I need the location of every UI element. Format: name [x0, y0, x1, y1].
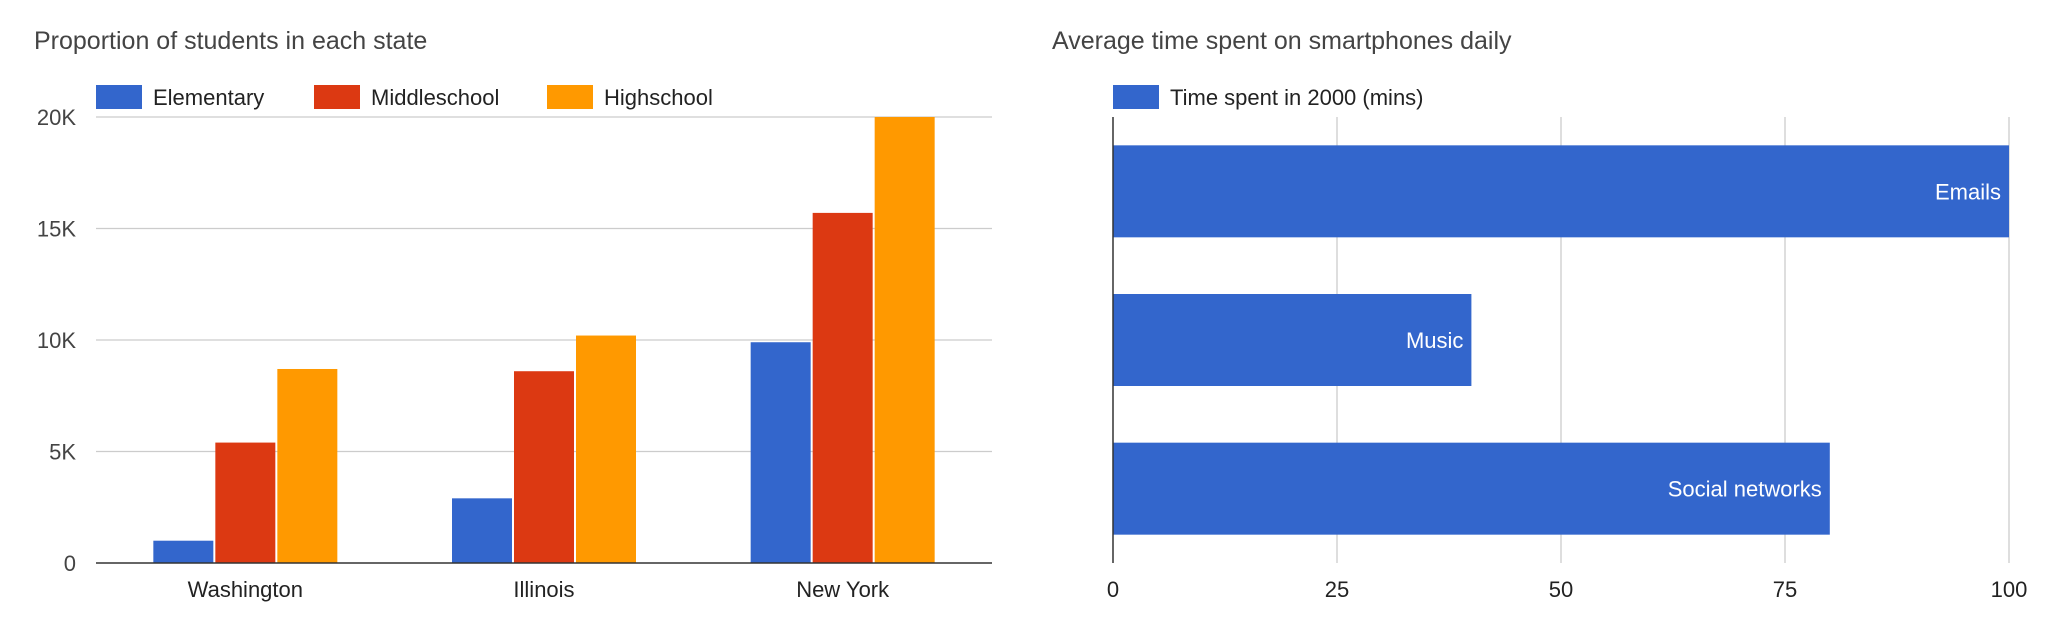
- legend-swatch-2: [547, 85, 593, 109]
- x-tick-label: 75: [1773, 577, 1797, 602]
- y-tick-label: 5K: [49, 440, 76, 465]
- bar-elementary-illinois: [452, 498, 512, 563]
- y-tick-label: 0: [64, 551, 76, 576]
- bar-middleschool-new-york: [812, 212, 873, 563]
- x-category-label: Washington: [188, 577, 303, 602]
- x-tick-label: 50: [1549, 577, 1573, 602]
- legend-swatch-1: [314, 85, 360, 109]
- chart-title: Proportion of students in each state: [34, 27, 427, 55]
- legend-label-2: Highschool: [604, 85, 713, 110]
- legend-label-1: Middleschool: [371, 85, 499, 110]
- x-tick-label: 0: [1107, 577, 1119, 602]
- bar-music: [1113, 294, 1472, 386]
- legend-label-0: Elementary: [153, 85, 264, 110]
- bar-elementary-washington: [153, 540, 214, 563]
- bar-label: Social networks: [1668, 477, 1822, 502]
- bar-elementary-new-york: [750, 342, 811, 563]
- bar-social-networks: [1113, 442, 1830, 535]
- bar-highschool-illinois: [576, 335, 636, 563]
- bar-emails: [1113, 145, 2009, 238]
- bar-middleschool-illinois: [514, 371, 574, 563]
- y-tick-label: 20K: [37, 105, 76, 130]
- x-category-label: Illinois: [513, 577, 574, 602]
- x-category-label: New York: [796, 577, 890, 602]
- y-tick-label: 15K: [37, 217, 76, 242]
- student-proportion-chart: Proportion of students in each state Elem…: [34, 27, 992, 602]
- bar-middleschool-washington: [215, 442, 276, 563]
- y-tick-label: 10K: [37, 328, 76, 353]
- legend-swatch-0: [1113, 85, 1159, 109]
- bar-highschool-washington: [277, 368, 338, 563]
- x-tick-label: 25: [1325, 577, 1349, 602]
- chart-title: Average time spent on smartphones daily: [1052, 27, 1512, 55]
- x-tick-label: 100: [1991, 577, 2028, 602]
- bar-label: Emails: [1935, 179, 2001, 204]
- legend-swatch-0: [96, 85, 142, 109]
- bar-label: Music: [1406, 328, 1463, 353]
- bar-highschool-new-york: [874, 117, 935, 563]
- smartphone-time-chart: Average time spent on smartphones daily T…: [1052, 27, 2027, 602]
- legend-label-0: Time spent in 2000 (mins): [1170, 85, 1424, 110]
